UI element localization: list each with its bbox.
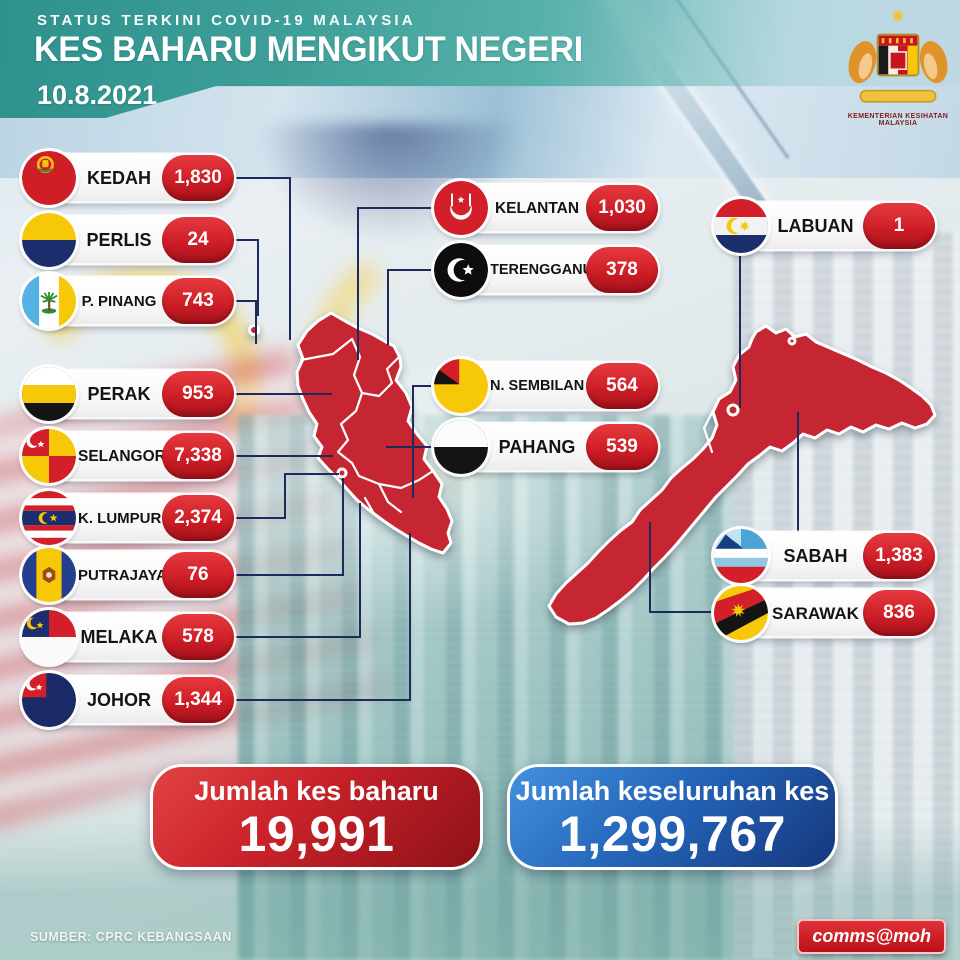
flag-selangor-icon [22, 429, 76, 483]
state-case-count: 1,030 [586, 185, 658, 231]
malaysia-coat-of-arms-icon [848, 10, 948, 103]
state-name-label: PUTRAJAYA [78, 567, 167, 584]
state-name-label: PERLIS [86, 230, 152, 250]
state-row-nsembilan: N. SEMBILAN 564 [434, 359, 658, 413]
state-name-label: LABUAN [777, 216, 854, 236]
state-row-selangor: SELANGOR 7,338 [22, 429, 234, 483]
state-case-count: 953 [162, 371, 234, 417]
state-case-count: 7,338 [162, 433, 234, 479]
connector-line [234, 177, 291, 340]
state-case-count: 24 [162, 217, 234, 263]
connector-line [357, 207, 434, 360]
state-case-count: 564 [586, 363, 658, 409]
flag-pahang-icon [434, 420, 488, 474]
flag-perak-icon [22, 367, 76, 421]
state-case-count: 378 [586, 247, 658, 293]
connector-line [234, 473, 339, 519]
state-case-count: 1 [863, 203, 935, 249]
connector-line [234, 239, 259, 316]
source-note: SUMBER: CPRC KEBANGSAAN [30, 930, 232, 944]
connector-lines [234, 177, 799, 701]
connector-line [412, 385, 434, 498]
connector-line [387, 269, 434, 345]
flag-terengganu-icon [434, 243, 488, 297]
state-case-count: 1,383 [863, 533, 935, 579]
connector-line [234, 300, 257, 344]
state-row-klumpur: K. LUMPUR 2,374 [22, 491, 234, 545]
state-case-count: 2,374 [162, 495, 234, 541]
state-case-count: 1,830 [162, 155, 234, 201]
state-row-pahang: PAHANG 539 [434, 420, 658, 474]
flag-klumpur-icon [22, 491, 76, 545]
state-case-count: 836 [863, 590, 935, 636]
state-row-putrajaya: PUTRAJAYA 76 [22, 548, 234, 602]
flag-kelantan-icon [434, 181, 488, 235]
flag-melaka-icon [22, 610, 76, 664]
state-name-label: SARAWAK [772, 604, 859, 623]
connector-line [649, 522, 716, 613]
report-date: 10.8.2021 [37, 80, 158, 110]
state-row-perak: PERAK 953 [22, 367, 234, 421]
state-name-label: PERAK [87, 384, 151, 404]
state-row-terengganu: TERENGGANU 378 [434, 243, 658, 297]
state-row-ppinang: P. PINANG 743 [22, 274, 234, 328]
state-row-johor: JOHOR 1,344 [22, 673, 234, 727]
state-row-sabah: SABAH 1,383 [714, 529, 935, 583]
flag-labuan-icon [714, 199, 768, 253]
state-name-label: N. SEMBILAN [490, 378, 585, 394]
flag-nsembilan-icon [434, 359, 488, 413]
flag-johor-icon [22, 673, 76, 727]
comms-moh-badge: comms@moh [797, 919, 946, 954]
state-case-count: 539 [586, 424, 658, 470]
connector-line [234, 478, 344, 576]
total-new-label: Jumlah kes baharu [194, 776, 439, 806]
state-name-label: SABAH [783, 546, 848, 566]
state-name-label: K. LUMPUR [78, 510, 162, 527]
labuan-island [726, 403, 740, 417]
total-new-value: 19,991 [238, 806, 395, 862]
state-name-label: TERENGGANU [490, 262, 594, 278]
state-name-label: KEDAH [86, 168, 151, 188]
ministry-name: KEMENTERIAN KESIHATAN MALAYSIA [847, 113, 949, 127]
flag-putrajaya-icon [22, 548, 76, 602]
state-row-perlis: PERLIS 24 [22, 213, 234, 267]
flag-perlis-icon [22, 213, 76, 267]
state-name-label: MELAKA [80, 627, 158, 647]
borneo-map [547, 324, 937, 626]
state-row-sarawak: SARAWAK 836 [714, 586, 935, 640]
state-name-label: SELANGOR [78, 448, 166, 465]
total-new-cases-box: Jumlah kes baharu 19,991 [150, 764, 483, 870]
flag-sarawak-icon [714, 586, 768, 640]
state-row-kedah: KEDAH 1,830 [22, 151, 234, 205]
state-row-melaka: MELAKA 578 [22, 610, 234, 664]
page-title: KES BAHARU MENGIKUT NEGERI [34, 30, 583, 69]
connector-line [234, 533, 411, 701]
state-case-count: 76 [162, 552, 234, 598]
total-cumulative-label: Jumlah keseluruhan kes [515, 776, 830, 806]
total-cumulative-box: Jumlah keseluruhan kes 1,299,767 [507, 764, 838, 870]
state-case-count: 743 [162, 278, 234, 324]
state-name-label: JOHOR [86, 690, 151, 710]
total-cumulative-value: 1,299,767 [559, 806, 786, 862]
moh-logo: KEMENTERIAN KESIHATAN MALAYSIA [833, 8, 960, 127]
state-row-labuan: LABUAN 1 [714, 199, 935, 253]
state-case-count: 1,344 [162, 677, 234, 723]
connector-line [234, 503, 361, 638]
state-name-label: P. PINANG [81, 293, 157, 310]
state-name-label: KELANTAN [494, 200, 580, 217]
state-name-label: PAHANG [498, 437, 576, 457]
flag-sabah-icon [714, 529, 768, 583]
header-kicker: STATUS TERKINI COVID-19 MALAYSIA [37, 12, 416, 29]
flag-kedah-icon [22, 151, 76, 205]
state-case-count: 578 [162, 614, 234, 660]
flag-ppinang-icon [22, 274, 76, 328]
state-row-kelantan: KELANTAN 1,030 [434, 181, 658, 235]
